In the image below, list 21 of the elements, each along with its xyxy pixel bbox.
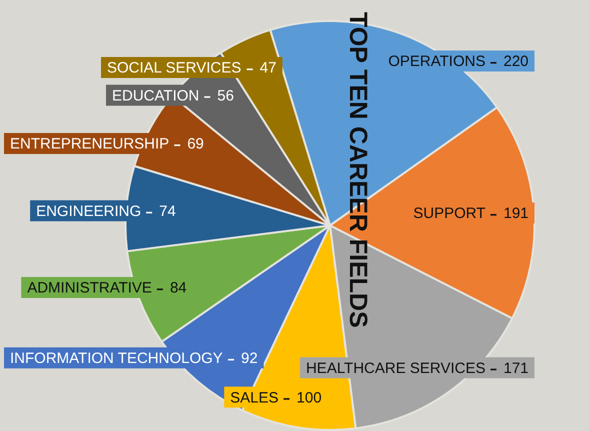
data-label: 84 bbox=[170, 280, 187, 297]
slice-label: OPERATIONS bbox=[388, 53, 486, 70]
slice-label: ENTREPRENEURSHIP bbox=[10, 136, 170, 153]
slice-label: SOCIAL SERVICES bbox=[107, 60, 242, 77]
slice-label: ENGINEERING bbox=[36, 202, 142, 220]
slice-label: SALES bbox=[230, 389, 279, 406]
data-label: 47 bbox=[260, 60, 276, 77]
data-label: 69 bbox=[187, 136, 204, 153]
data-label: 74 bbox=[159, 202, 176, 220]
data-label: 100 bbox=[296, 389, 322, 406]
slice-label: HEALTHCARE SERVICES bbox=[306, 360, 486, 377]
slice-label: ADMINISTRATIVE bbox=[27, 280, 152, 297]
text: TOP TEN CAREER FIELDS bbox=[344, 12, 372, 328]
slice-label: SUPPORT bbox=[413, 205, 486, 222]
slice-label: INFORMATION TECHNOLOGY bbox=[10, 350, 223, 368]
data-label: 56 bbox=[217, 87, 234, 104]
data-label: 92 bbox=[241, 350, 258, 368]
data-label: 220 bbox=[503, 53, 529, 70]
data-label: 191 bbox=[503, 205, 529, 222]
slice-label: EDUCATION bbox=[112, 87, 200, 104]
data-label: 171 bbox=[503, 360, 529, 377]
